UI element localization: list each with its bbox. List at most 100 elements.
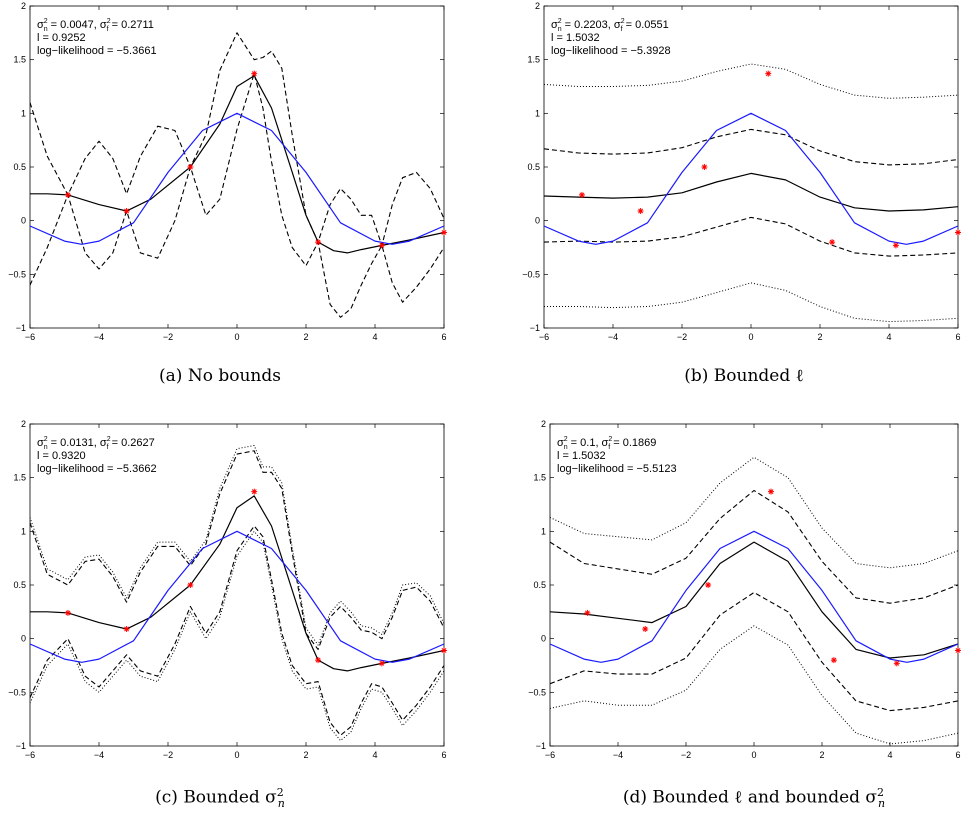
x-tick-label: 2 [819,750,824,760]
x-tick-label: −6 [539,332,549,342]
hyperparam-sigma-line: σ2 n = 0.2203, σ2 f = 0.0551 [551,18,669,33]
sigma-sup: 2 [44,18,48,25]
y-tick-label: −1 [530,323,540,333]
sample-point [701,164,708,170]
y-tick-label: −0.5 [528,687,546,697]
y-tick-label: 0.5 [13,580,26,590]
sample-stroke [584,610,590,616]
sample-point [955,647,961,654]
series-lower-2sd [30,525,444,736]
series-lower-noise [544,282,958,323]
sample-stroke [829,239,835,245]
sigma-f-sup: 2 [107,18,111,25]
x-tick-label: −2 [681,750,691,760]
y-tick-label: 1 [21,108,26,118]
sample-point [642,626,649,633]
series-lower-noise [30,530,444,742]
x-tick-label: −6 [25,750,35,760]
series-group [550,456,958,745]
sample-point [893,660,900,667]
sample-point [578,191,585,198]
sample-point [315,657,322,664]
y-tick-label: −0.5 [522,269,540,279]
caption-b-letter: (b) [684,366,709,386]
sample-stroke [187,164,193,170]
sample-point [765,70,772,77]
series-true [30,112,444,245]
sigma-sub: n [44,444,48,451]
log-likelihood-line: log−likelihood = −5.3662 [37,463,157,475]
hyperparam-l-line: l = 1.5032 [551,32,600,44]
sample-point [251,488,258,495]
sample-point [955,229,961,236]
y-tick-label: 0 [535,216,540,226]
sigma-comma: , σ [608,19,621,31]
plot-area [29,5,445,329]
y-tick-label: 1.5 [13,55,26,65]
series-upper-noise [544,63,958,99]
x-tick-label: 4 [372,332,377,342]
series-true [30,530,444,663]
panel-a: −6 −4 −2 0 2 4 6 −1 −0.5 0 0.5 1 1.5 2 σ2 n = 0.0047, σ… [0,0,460,400]
y-tick-label: −1 [16,323,26,333]
sample-point [768,488,774,495]
x-tick-label: −4 [94,750,104,760]
hyperparam-sigma-line: σ2 n = 0.0047, σ2 f = 0.2711 [37,18,154,33]
sample-point [830,657,837,664]
sigma-symbol: σ [557,437,564,449]
sigma-f-sup: 2 [621,18,625,25]
y-tick-label: 2 [535,1,540,11]
sample-point [64,609,71,616]
sigma-n2-value: = 0.2203 [562,19,608,31]
y-tick-label: 2 [21,1,26,11]
sample-point [251,70,258,77]
sample-stroke [441,648,447,653]
log-likelihood-line: log−likelihood = −5.3928 [551,45,671,57]
y-tick-label: −0.5 [8,687,26,697]
sample-stroke [441,230,447,235]
y-tick-label: 2 [21,419,26,429]
x-tick-label: −4 [94,332,104,342]
hyperparam-l-line: l = 0.9252 [37,32,86,44]
sample-stroke [124,626,130,632]
y-tick-label: −1 [16,741,26,751]
sigma-f2-value: = 0.0551 [623,19,669,31]
sigma-comma: , σ [595,437,608,449]
sample-stroke [315,239,321,245]
sample-stroke [251,489,257,495]
caption-a-letter: (a) [159,366,183,386]
sample-stroke [705,582,711,588]
y-tick-label: −0.5 [8,269,26,279]
series-mean [544,172,958,212]
sample-point [441,229,447,236]
y-tick-label: 1 [541,526,546,536]
plot-area [543,5,959,329]
y-tick-label: 0 [541,634,546,644]
caption-c-letter: (c) [155,787,178,808]
series-mean [30,75,444,254]
sigma-f-sup: 2 [107,436,111,443]
x-tick-label: 2 [303,332,308,342]
sigma-symbol: σ [551,19,558,31]
sample-stroke [187,582,193,588]
series-group [30,32,444,318]
sample-stroke [701,164,707,170]
sigma-sub: n [558,26,562,33]
x-tick-label: 2 [817,332,822,342]
sigma-f-sup: 2 [608,436,612,443]
caption-d-sup: 2 [877,786,885,799]
y-tick-label: 1.5 [527,55,540,65]
x-tick-label: −4 [613,750,623,760]
sigma-sup: 2 [44,436,48,443]
x-tick-label: −2 [163,750,173,760]
caption-c-sup: 2 [276,786,284,799]
series-group [544,63,958,323]
sigma-comma: , σ [94,19,107,31]
sample-stroke [65,192,71,198]
x-tick-label: 0 [234,750,239,760]
x-tick-label: 6 [955,332,960,342]
sample-point [378,660,385,667]
sigma-symbol: σ [37,437,44,449]
